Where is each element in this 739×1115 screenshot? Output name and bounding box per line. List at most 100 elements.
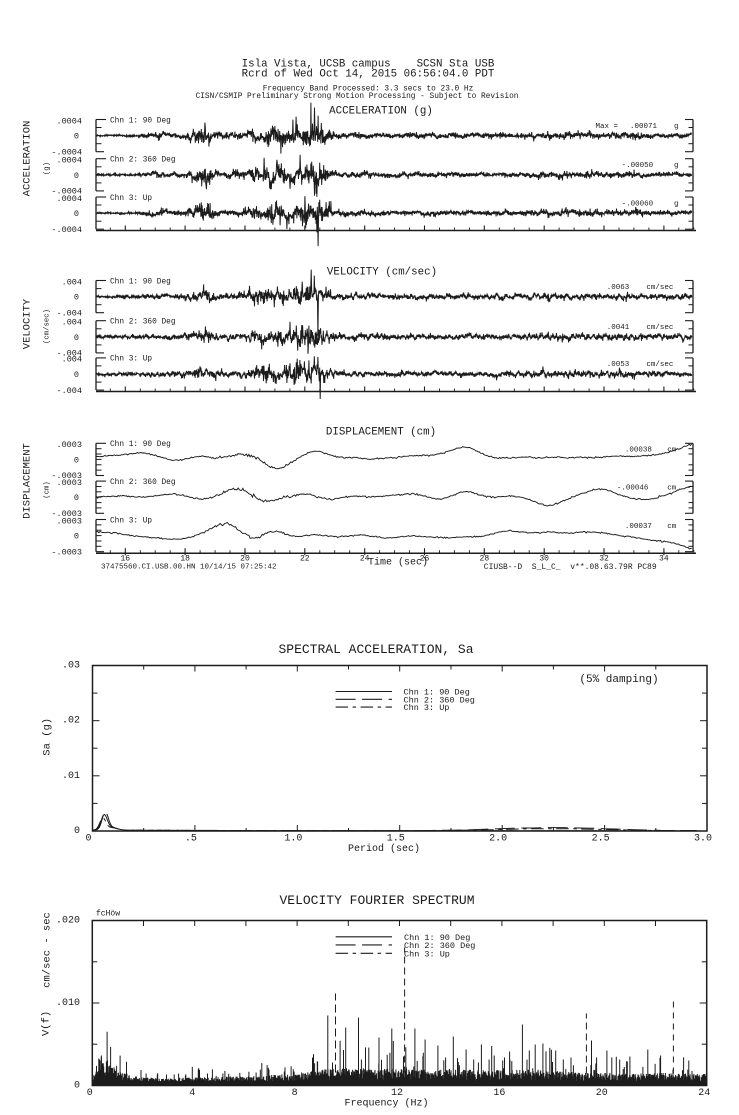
svg-text:0: 0 <box>74 532 79 542</box>
svg-text:(g): (g) <box>44 162 52 175</box>
svg-text:.0004: .0004 <box>56 194 82 204</box>
svg-text:cm/sec: cm/sec <box>646 284 673 292</box>
svg-text:2.0: 2.0 <box>489 834 507 845</box>
svg-text:-.004: -.004 <box>56 386 82 396</box>
svg-text:.5: .5 <box>185 834 197 845</box>
svg-text:-.0004: -.0004 <box>51 147 82 157</box>
svg-text:-.0004: -.0004 <box>51 187 82 197</box>
svg-text:8: 8 <box>292 1088 298 1099</box>
svg-text:Chn 1: 90 Deg: Chn 1: 90 Deg <box>110 278 171 286</box>
svg-text:.0041: .0041 <box>607 324 630 332</box>
svg-text:.0003: .0003 <box>56 440 82 450</box>
svg-text:0: 0 <box>74 209 79 219</box>
svg-text:4: 4 <box>189 1088 195 1099</box>
svg-text:Sa (g): Sa (g) <box>42 718 54 756</box>
svg-text:.0063: .0063 <box>607 284 630 292</box>
svg-text:.0004: .0004 <box>56 116 82 126</box>
svg-text:Chn 3: Up: Chn 3: Up <box>404 949 450 959</box>
svg-text:0: 0 <box>74 370 79 380</box>
svg-text:0: 0 <box>85 834 91 845</box>
svg-text:12: 12 <box>391 1088 403 1099</box>
svg-text:.020: .020 <box>56 916 80 927</box>
svg-text:32: 32 <box>599 554 609 563</box>
svg-text:0: 0 <box>74 333 79 343</box>
svg-text:Frequency (Hz): Frequency (Hz) <box>344 1098 428 1110</box>
svg-text:Time (sec): Time (sec) <box>368 557 428 569</box>
svg-text:Chn 2: 360 Deg: Chn 2: 360 Deg <box>110 157 176 165</box>
svg-text:DISPLACEMENT (cm): DISPLACEMENT (cm) <box>326 427 436 439</box>
svg-text:0: 0 <box>74 493 79 503</box>
svg-text:Chn 3: Up: Chn 3: Up <box>110 517 152 525</box>
svg-text:ACCELERATION: ACCELERATION <box>22 121 34 197</box>
svg-text:g: g <box>674 162 679 170</box>
svg-text:.010: .010 <box>56 998 80 1009</box>
svg-text:.01: .01 <box>62 771 80 782</box>
svg-text:0: 0 <box>74 1081 80 1092</box>
svg-text:1.5: 1.5 <box>387 834 405 845</box>
svg-text:-.0003: -.0003 <box>51 509 82 519</box>
svg-text:-.00060: -.00060 <box>622 200 654 208</box>
svg-text:.0003: .0003 <box>56 516 82 526</box>
svg-text:Isla Vista, UCSB campus SCS: Isla Vista, UCSB campus SCSN Sta USB <box>242 58 495 70</box>
svg-text:Chn 3: Up: Chn 3: Up <box>110 195 152 203</box>
svg-text:3.0: 3.0 <box>694 834 712 845</box>
svg-text:g: g <box>674 123 679 131</box>
svg-text:CIUSB--D S_L_C_ v**.08.63.79: CIUSB--D S_L_C_ v**.08.63.79R PC89 <box>484 563 657 572</box>
svg-text:.0003: .0003 <box>56 478 82 488</box>
svg-text:VELOCITY: VELOCITY <box>22 298 34 349</box>
svg-text:-.00050: -.00050 <box>622 162 654 170</box>
svg-text:0: 0 <box>74 293 79 303</box>
svg-text:-.0004: -.0004 <box>51 225 82 235</box>
svg-text:Chn 2: 360 Deg: Chn 2: 360 Deg <box>110 479 176 487</box>
svg-text:g: g <box>674 200 679 208</box>
svg-text:28: 28 <box>480 554 490 563</box>
svg-text:cm/sec: cm/sec <box>646 361 673 369</box>
svg-text:.004: .004 <box>62 355 82 365</box>
svg-text:V(f): V(f) <box>41 1011 53 1036</box>
svg-text:.0004: .0004 <box>56 156 82 166</box>
svg-text:.004: .004 <box>62 318 82 328</box>
svg-text:ACCELERATION (g): ACCELERATION (g) <box>329 105 433 117</box>
svg-text:-.0003: -.0003 <box>51 547 82 557</box>
svg-text:0: 0 <box>74 171 79 181</box>
svg-text:0: 0 <box>74 455 79 465</box>
svg-text:(cm/sec): (cm/sec) <box>44 309 52 344</box>
svg-text:34: 34 <box>659 554 669 563</box>
svg-text:cm: cm <box>667 484 677 492</box>
svg-text:26: 26 <box>420 554 430 563</box>
svg-text:cm/sec - sec: cm/sec - sec <box>42 912 54 988</box>
svg-text:0: 0 <box>87 1088 93 1099</box>
svg-text:Chn 1: 90 Deg: Chn 1: 90 Deg <box>110 117 171 125</box>
svg-text:1.0: 1.0 <box>284 834 302 845</box>
svg-text:VELOCITY (cm/sec): VELOCITY (cm/sec) <box>327 267 437 279</box>
svg-text:Chn 1: 90 Deg: Chn 1: 90 Deg <box>404 933 470 943</box>
svg-text:Chn 2: 360 Deg: Chn 2: 360 Deg <box>110 319 176 327</box>
svg-text:24: 24 <box>698 1088 710 1099</box>
svg-text:cm: cm <box>667 523 677 531</box>
svg-text:Max =: Max = <box>596 123 619 131</box>
svg-text:Rcrd of Wed Oct 14, 2015 06:56: Rcrd of Wed Oct 14, 2015 06:56:04.0 PDT <box>242 68 495 80</box>
svg-text:0: 0 <box>74 826 80 837</box>
svg-text:.02: .02 <box>62 716 80 727</box>
svg-text:-.004: -.004 <box>56 308 82 318</box>
svg-text:Frequency Band Processed: 3.3: Frequency Band Processed: 3.3 secs to 23… <box>263 85 474 93</box>
svg-text:22: 22 <box>300 554 310 563</box>
svg-text:fcHöw: fcHöw <box>96 909 120 918</box>
svg-text:16: 16 <box>493 1088 505 1099</box>
svg-text:CISN/CSMIP Preliminary Strong: CISN/CSMIP Preliminary Strong Motion Pro… <box>196 93 519 101</box>
svg-text:16: 16 <box>120 554 130 563</box>
svg-text:Chn 1: 90 Deg: Chn 1: 90 Deg <box>404 688 470 698</box>
svg-text:VELOCITY FOURIER SPECTRUM: VELOCITY FOURIER SPECTRUM <box>279 893 474 908</box>
svg-text:(5% damping): (5% damping) <box>579 674 658 686</box>
svg-text:DISPLACEMENT: DISPLACEMENT <box>22 443 34 519</box>
svg-text:-.00046: -.00046 <box>617 484 649 492</box>
svg-text:Chn 3: Up: Chn 3: Up <box>110 356 152 364</box>
svg-text:(cm): (cm) <box>44 481 52 499</box>
svg-text:SPECTRAL ACCELERATION, Sa: SPECTRAL ACCELERATION, Sa <box>278 642 473 657</box>
svg-text:18: 18 <box>180 554 190 563</box>
svg-text:Chn 3: Up: Chn 3: Up <box>404 703 450 713</box>
svg-text:Period (sec): Period (sec) <box>348 843 420 855</box>
svg-text:.00038: .00038 <box>625 447 652 455</box>
svg-text:24: 24 <box>360 554 370 563</box>
svg-text:.0053: .0053 <box>607 361 630 369</box>
